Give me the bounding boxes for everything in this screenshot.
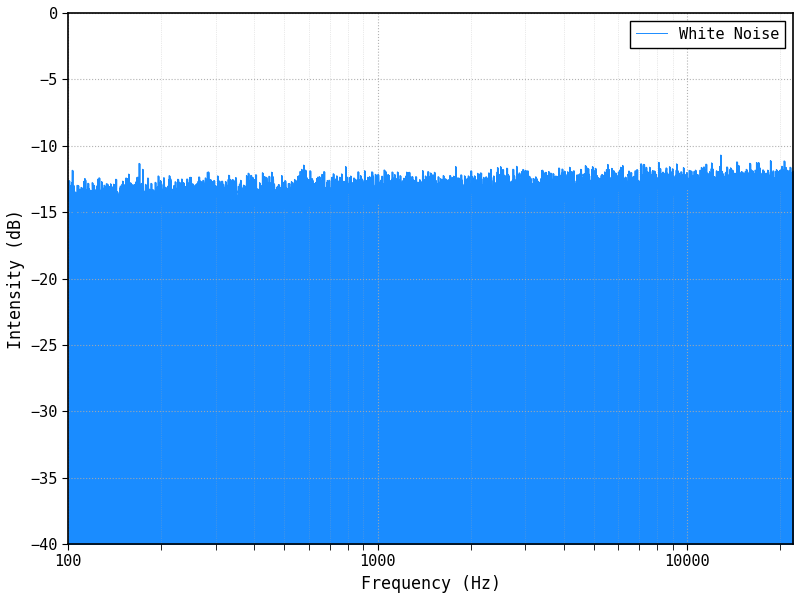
- White Noise: [766, 176, 776, 184]
- White Noise: [590, 176, 600, 184]
- White Noise: [788, 170, 798, 177]
- X-axis label: Frequency (Hz): Frequency (Hz): [361, 575, 501, 593]
- White Noise: [730, 179, 740, 186]
- White Noise: [374, 179, 383, 186]
- Line: White Noise: White Noise: [68, 155, 793, 220]
- White Noise: [63, 194, 73, 202]
- Y-axis label: Intensity (dB): Intensity (dB): [7, 209, 25, 349]
- White Noise: [354, 216, 364, 223]
- White Noise: [368, 188, 378, 196]
- White Noise: [408, 186, 418, 193]
- White Noise: [716, 151, 726, 158]
- Legend: White Noise: White Noise: [630, 20, 786, 48]
